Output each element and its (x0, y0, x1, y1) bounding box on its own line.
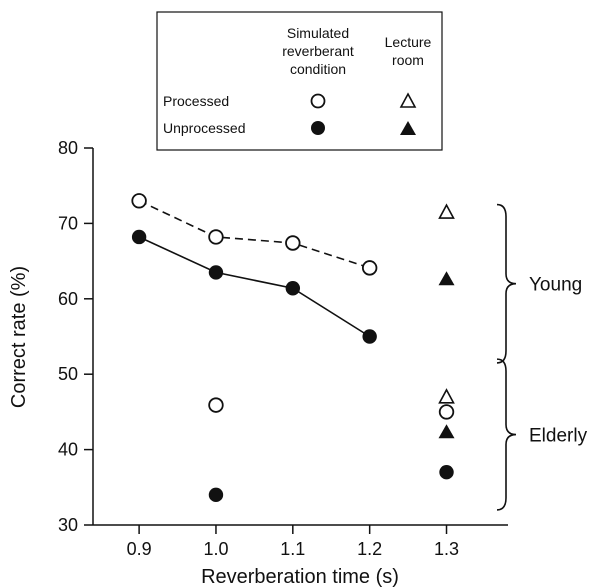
x-axis-title: Reverberation time (s) (201, 566, 399, 587)
data-point-filled-triangle (438, 424, 455, 439)
data-point-open-circle (438, 404, 455, 420)
series-line-1 (138, 236, 371, 338)
data-point-filled-circle (439, 465, 454, 480)
legend: Simulated reverberant condition Lecture … (156, 11, 443, 151)
x-ticks: 0.9 1.0 1.1 1.2 1.3 (127, 525, 459, 559)
legend-header-lecture-line-2: room (392, 52, 424, 68)
legend-marker-triangle-open (399, 92, 417, 108)
y-tick-label: 70 (58, 213, 78, 233)
data-point-open-circle (208, 397, 224, 413)
data-point-open-circle (361, 260, 378, 276)
data-point-open-triangle (438, 203, 455, 219)
y-tick-label: 80 (58, 138, 78, 158)
legend-row-processed: Processed (163, 93, 229, 109)
series-line-0 (138, 200, 370, 269)
data-point-filled-circle (362, 329, 377, 344)
data-point-open-circle (208, 229, 224, 245)
data-point-filled-circle (208, 487, 224, 503)
x-tick-label: 1.0 (203, 539, 228, 559)
y-ticks: 30 40 50 60 70 80 (58, 138, 93, 535)
data-point-open-circle (285, 235, 301, 251)
legend-header-simulated-line-1: Simulated (287, 25, 349, 41)
legend-header-simulated-line-2: reverberant (282, 43, 354, 59)
legend-row-unprocessed: Unprocessed (163, 120, 246, 136)
x-tick-label: 1.2 (357, 539, 382, 559)
markers (131, 193, 455, 503)
legend-marker-circle-filled (311, 121, 325, 135)
legend-header-simulated-line-3: condition (290, 61, 346, 77)
group-label-elderly: Elderly (529, 426, 588, 447)
legend-box (156, 11, 443, 151)
data-point-open-circle (131, 193, 147, 209)
groups: Young Elderly (496, 203, 588, 511)
group-label-young: Young (529, 275, 582, 296)
data-point-filled-triangle (438, 271, 455, 286)
data-point-filled-circle (208, 265, 224, 280)
y-tick-label: 30 (58, 515, 78, 535)
y-tick-label: 50 (58, 364, 78, 384)
group-brace-elderly (496, 358, 517, 511)
legend-marker-triangle-filled (400, 121, 416, 135)
group-brace-young (496, 203, 517, 364)
data-point-filled-circle (285, 281, 301, 296)
y-axis-title: Correct rate (%) (8, 266, 30, 408)
x-tick-label: 1.3 (434, 539, 459, 559)
legend-header-lecture-line-1: Lecture (385, 34, 432, 50)
data-point-filled-circle (131, 229, 147, 245)
x-tick-label: 1.1 (280, 539, 305, 559)
x-tick-label: 0.9 (127, 539, 152, 559)
y-tick-label: 40 (58, 440, 78, 460)
data-point-open-triangle (438, 388, 455, 404)
series-lines (138, 200, 371, 338)
y-tick-label: 60 (58, 289, 78, 309)
legend-marker-circle-open (310, 93, 326, 109)
